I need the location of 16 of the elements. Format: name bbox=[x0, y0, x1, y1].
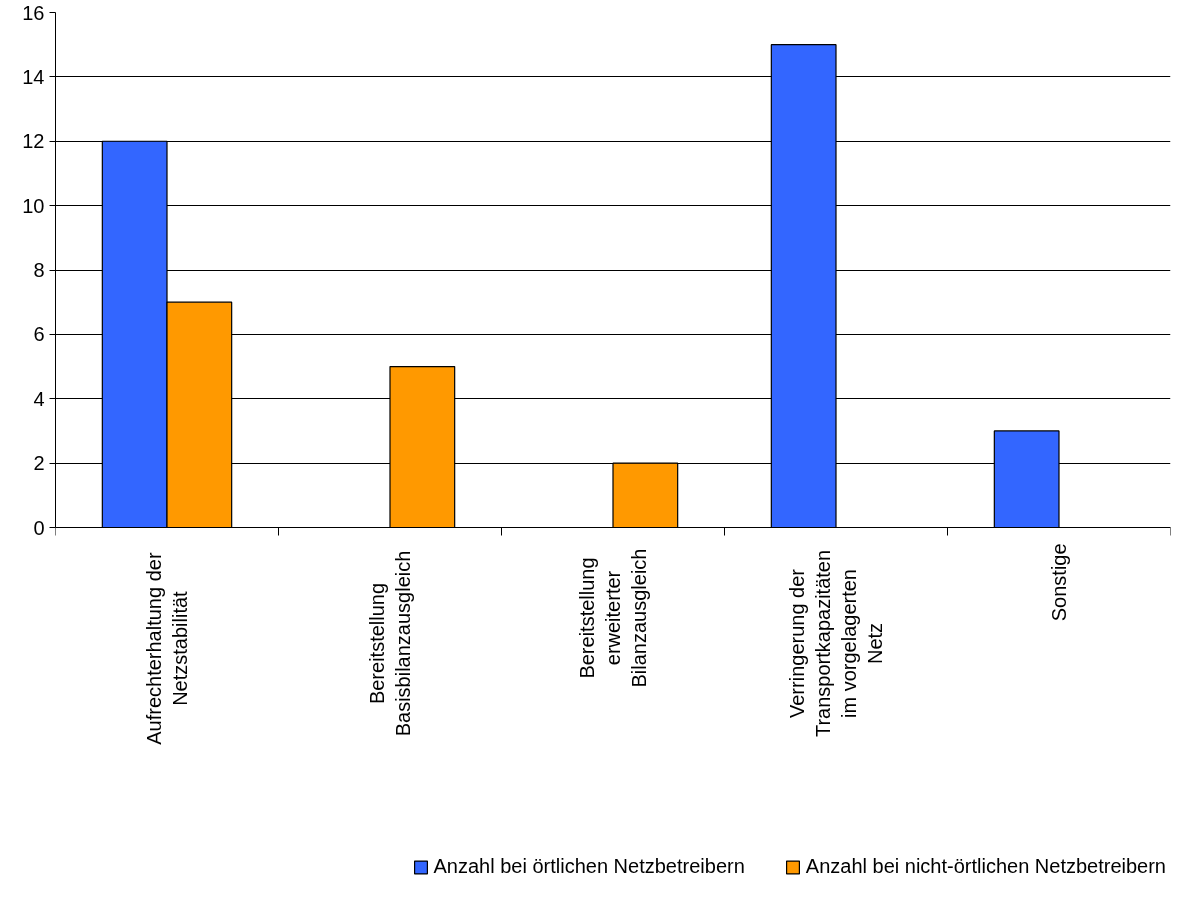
y-tick-label: 8 bbox=[33, 259, 45, 281]
x-tick-label: Bereitstellung Basisbilanzausgleich bbox=[366, 550, 414, 737]
y-tick-label: 14 bbox=[22, 65, 45, 88]
x-tick-label: Aufrechterhaltung der Netzstabilität bbox=[143, 552, 191, 745]
y-tick-label: 10 bbox=[22, 194, 45, 217]
y-tick-label: 2 bbox=[33, 452, 45, 475]
x-tick-label: Bereitstellung erweiterter Bilanzausgleich bbox=[576, 548, 650, 688]
y-tick-label: 6 bbox=[33, 323, 45, 346]
y-tick-label: 16 bbox=[22, 1, 45, 24]
y-tick-label: 12 bbox=[22, 130, 45, 153]
legend-label: Anzahl bei örtlichen Netzbetreibern bbox=[433, 855, 745, 878]
legend-label: Anzahl bei nicht-örtlichen Netzbetreibern bbox=[805, 855, 1166, 878]
x-tick-label: Sonstige bbox=[1048, 543, 1070, 622]
x-tick-label: Verringerung der Transportkapazitäten im vorgelagerten Netz bbox=[786, 549, 886, 738]
y-tick-label: 0 bbox=[33, 516, 45, 539]
y-tick-label: 4 bbox=[33, 387, 45, 410]
